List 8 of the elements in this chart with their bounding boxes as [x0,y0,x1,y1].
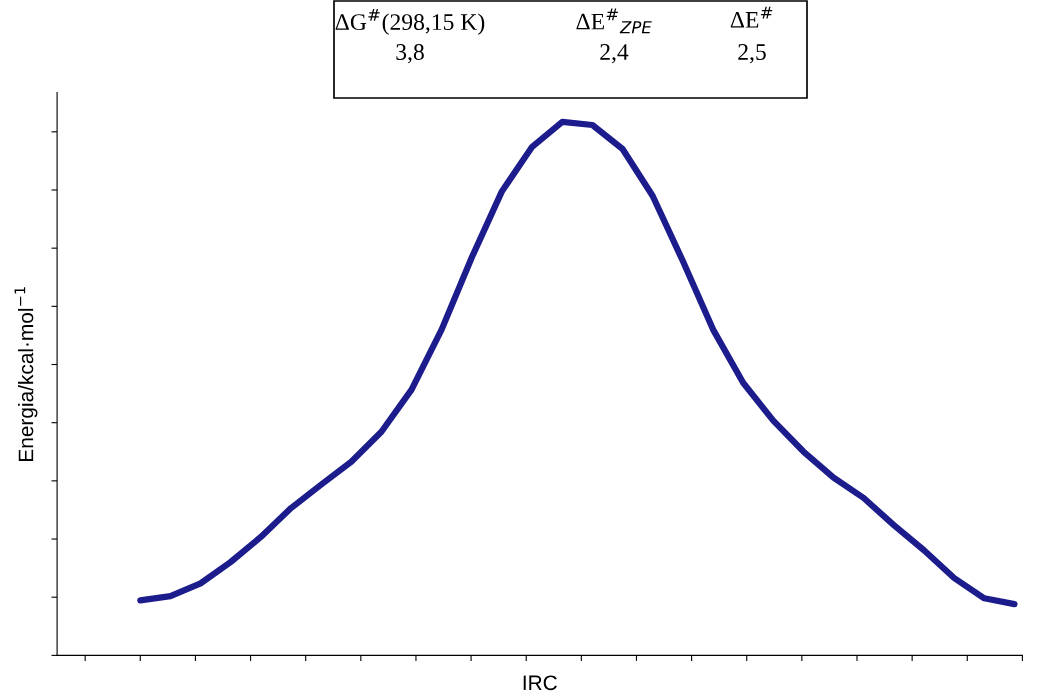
text: 2,5 [738,44,766,64]
y-axis-title: Energia/kcal·mol$^{−1}$ [14,287,38,461]
text: ΔE$^{#}$ [730,6,773,28]
text: 3,8 [396,43,424,64]
text: ΔE$^{#}$$_{ZPE}$ [576,8,652,34]
text: 2,4 [600,44,629,64]
text: ΔG$^{#}$(298,15 K) [335,8,485,35]
x-axis-title: IRC [523,675,557,691]
